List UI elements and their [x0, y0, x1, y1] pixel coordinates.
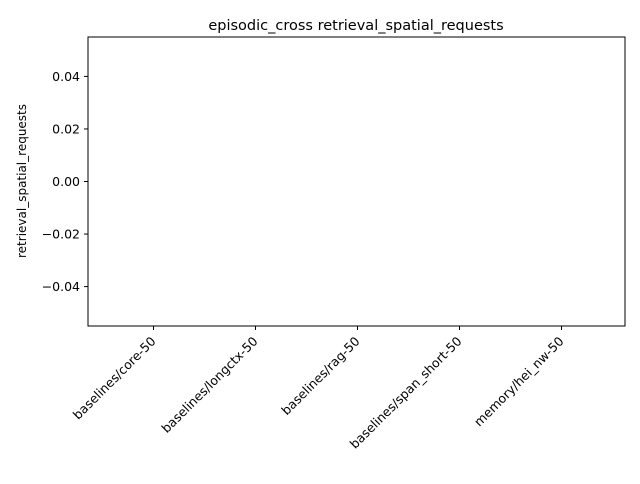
y-tick-label: −0.04 [42, 279, 80, 294]
y-tick-label: 0.04 [52, 69, 80, 84]
y-axis-ticks: −0.04 −0.02 0.00 0.02 0.04 [42, 69, 88, 294]
chart-title: episodic_cross retrieval_spatial_request… [208, 18, 503, 34]
plot-area-frame [87, 36, 626, 327]
y-tick-label: −0.02 [42, 227, 80, 242]
y-axis-label: retrieval_spatial_requests [15, 104, 29, 258]
y-tick-label: 0.00 [52, 174, 80, 189]
y-tick-label: 0.02 [52, 121, 80, 136]
